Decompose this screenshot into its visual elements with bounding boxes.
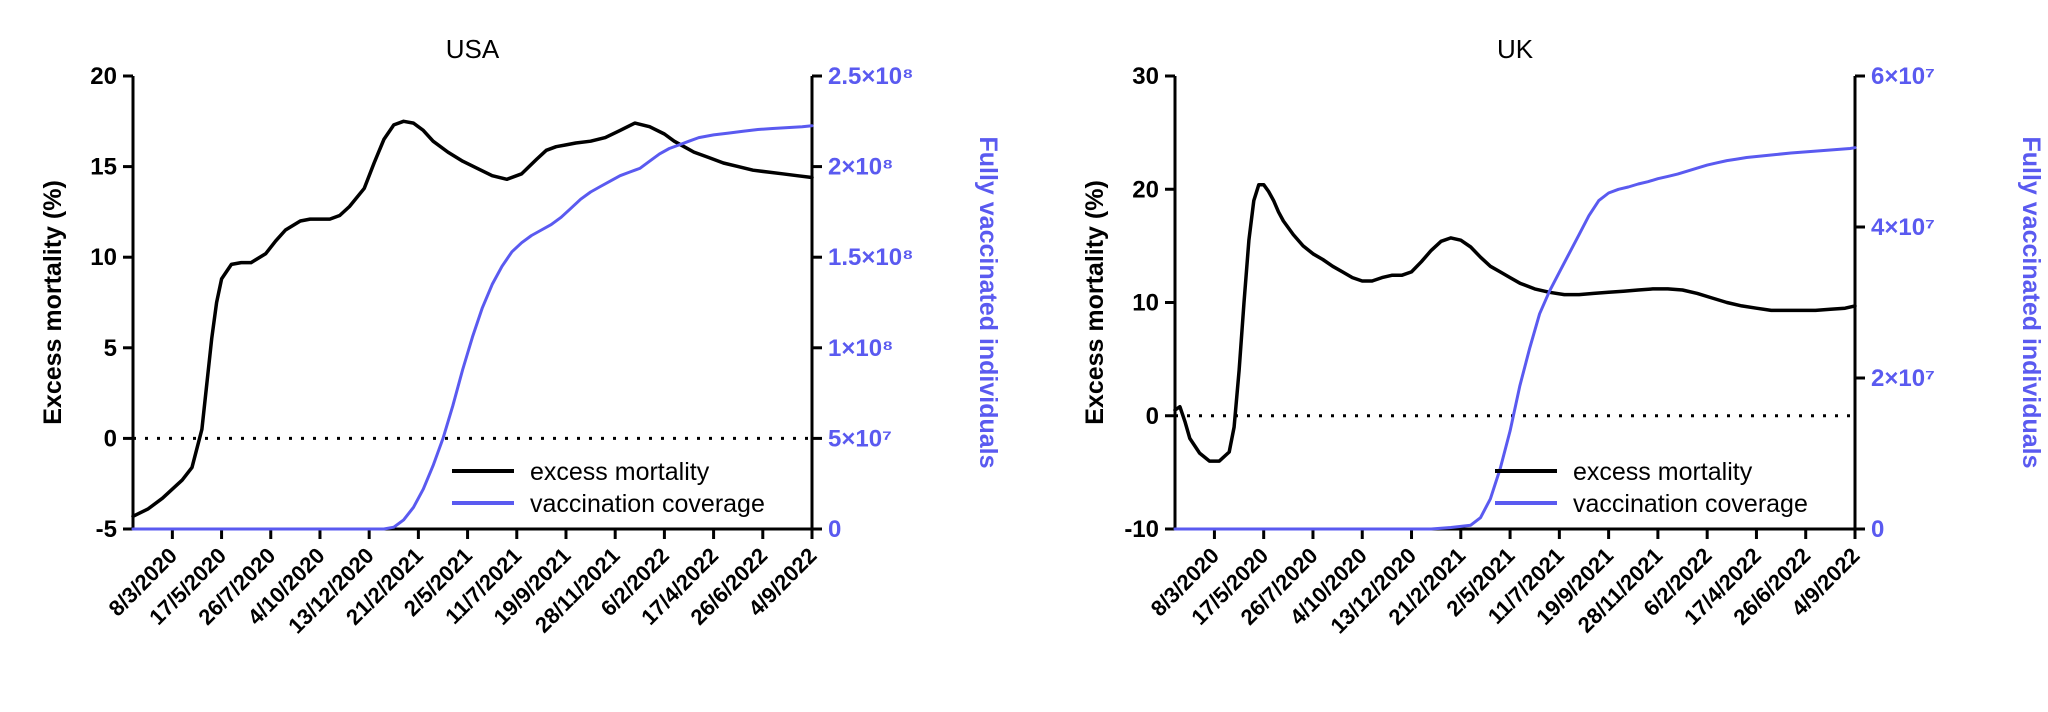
y2-tick-label: 0 bbox=[828, 516, 841, 543]
y2-tick-label: 5×10⁷ bbox=[828, 425, 892, 452]
y-tick-label: -10 bbox=[1124, 516, 1159, 543]
y2-tick-label: 1×10⁸ bbox=[828, 335, 893, 362]
y2-tick-label: 2.5×10⁸ bbox=[828, 63, 913, 90]
y2-tick-label: 6×10⁷ bbox=[1871, 63, 1935, 90]
y-tick-label: 30 bbox=[1132, 63, 1159, 90]
legend-label: excess mortality bbox=[1573, 458, 1753, 486]
uk-chart: UK-10010203002×10⁷4×10⁷6×10⁷8/3/202017/5… bbox=[1081, 34, 2045, 638]
y2-axis-label: Fully vaccinated individuals bbox=[2017, 136, 2045, 468]
vaccination-coverage-line bbox=[1173, 146, 1857, 531]
y-axis-label: Excess mortality (%) bbox=[1081, 180, 1109, 425]
y2-tick-label: 1.5×10⁸ bbox=[828, 244, 913, 271]
excess-mortality-line bbox=[1173, 182, 1857, 463]
y-tick-label: 10 bbox=[1132, 290, 1159, 317]
vaccination-coverage-line bbox=[131, 124, 814, 531]
y-tick-label: 15 bbox=[90, 154, 117, 181]
excess-mortality-line bbox=[131, 119, 814, 519]
y2-axis-label: Fully vaccinated individuals bbox=[974, 136, 1002, 468]
y-tick-label: 0 bbox=[1146, 403, 1159, 430]
legend-label: excess mortality bbox=[530, 458, 710, 486]
y-tick-label: -5 bbox=[96, 516, 117, 543]
y2-tick-label: 0 bbox=[1871, 516, 1884, 543]
chart-title: UK bbox=[1497, 34, 1534, 64]
legend-label: vaccination coverage bbox=[1573, 490, 1808, 518]
y-tick-label: 5 bbox=[104, 335, 117, 362]
y-tick-label: 20 bbox=[90, 63, 117, 90]
y-tick-label: 10 bbox=[90, 244, 117, 271]
y2-tick-label: 4×10⁷ bbox=[1871, 214, 1935, 241]
y2-tick-label: 2×10⁸ bbox=[828, 154, 893, 181]
y-axis-label: Excess mortality (%) bbox=[39, 180, 67, 425]
y2-tick-label: 2×10⁷ bbox=[1871, 365, 1935, 392]
y-tick-label: 0 bbox=[104, 425, 117, 452]
y-tick-label: 20 bbox=[1132, 176, 1159, 203]
usa-chart: USA -5 0 5 10 15 20 0 5×10⁷ 1×10⁸ 1.5×10⁸ 2×10⁸ 2.5×… bbox=[39, 34, 1002, 638]
chart-title: USA bbox=[446, 34, 500, 64]
legend-label: vaccination coverage bbox=[530, 490, 765, 518]
